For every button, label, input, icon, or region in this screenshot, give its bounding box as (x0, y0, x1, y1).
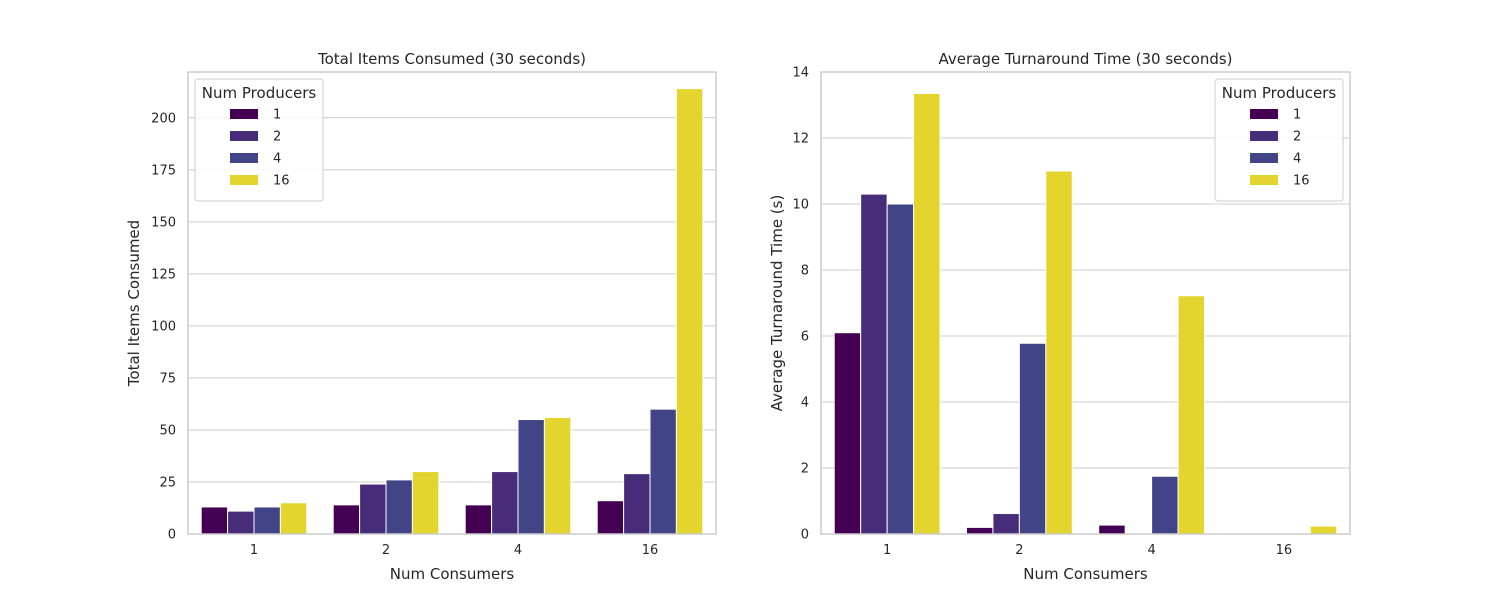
bar (517, 419, 545, 535)
legend-swatch (1250, 109, 1278, 119)
bar (913, 92, 941, 535)
bar (1151, 475, 1179, 535)
bar (1098, 524, 1126, 535)
y-tick-label: 12 (792, 132, 809, 147)
legend-label: 4 (1293, 152, 1301, 167)
x-tick-label: 4 (514, 543, 522, 558)
bar (411, 471, 440, 535)
x-tick-label: 1 (883, 543, 891, 558)
bar (649, 408, 677, 535)
bar (200, 506, 229, 535)
legend-box (194, 78, 324, 202)
legend-swatch (230, 175, 258, 185)
legend-swatch (230, 153, 258, 163)
legend-swatch (1250, 153, 1278, 163)
bar (332, 504, 361, 535)
bar (1177, 295, 1206, 535)
bar (227, 510, 255, 535)
x-axis-label: Num Consumers (390, 565, 515, 583)
legend: Num Producers 1 2 4 16 (1214, 78, 1344, 202)
y-tick-label: 6 (801, 330, 809, 345)
bar (1045, 170, 1073, 535)
bar (596, 500, 625, 535)
bar (253, 506, 281, 535)
legend-box (1214, 78, 1344, 202)
x-axis-label: Num Consumers (1023, 565, 1148, 583)
bar (992, 513, 1020, 535)
y-tick-label: 0 (168, 528, 176, 543)
legend-label: 1 (273, 108, 281, 123)
y-tick-label: 125 (151, 267, 176, 282)
legend-swatch (1250, 131, 1278, 141)
bar (860, 193, 888, 535)
y-tick-label: 175 (151, 163, 176, 178)
bar (623, 473, 651, 535)
legend-label: 4 (273, 152, 281, 167)
y-tick-label: 2 (801, 462, 809, 477)
y-tick-label: 75 (159, 371, 176, 386)
bar (543, 416, 572, 535)
y-tick-label: 14 (792, 66, 809, 81)
legend-title: Num Producers (202, 84, 317, 102)
bar (833, 332, 862, 535)
y-tick-label: 4 (801, 396, 809, 411)
legend-swatch (230, 109, 258, 119)
x-tick-label: 4 (1147, 543, 1155, 558)
bar (385, 479, 413, 535)
chart-title: Total Items Consumed (30 seconds) (317, 50, 586, 68)
y-tick-label: 150 (151, 215, 176, 230)
x-tick-label: 16 (642, 543, 659, 558)
bar (886, 203, 915, 535)
bar (1018, 342, 1047, 535)
y-axis-label: Average Turnaround Time (s) (768, 195, 786, 412)
legend-label: 1 (1293, 108, 1301, 123)
y-tick-label: 50 (159, 423, 176, 438)
legend: Num Producers 1 2 4 16 (194, 78, 324, 202)
axes-frame (820, 71, 1351, 535)
legend-swatch (1250, 175, 1278, 185)
bar (965, 526, 994, 535)
x-tick-label: 2 (382, 543, 390, 558)
legend-title: Num Producers (1222, 84, 1337, 102)
x-tick-label: 2 (1015, 543, 1023, 558)
chart-1: 0 25 50 75 100 125 150 175 200 1 2 4 16 Total Items C… (125, 50, 717, 583)
y-tick-label: 25 (159, 475, 176, 490)
bar (464, 504, 493, 535)
x-tick-label: 16 (1276, 543, 1293, 558)
bar (675, 88, 704, 535)
y-tick-label: 200 (151, 111, 176, 126)
y-tick-label: 0 (801, 528, 809, 543)
y-axis-label: Total Items Consumed (125, 220, 143, 387)
legend-label: 16 (1293, 174, 1310, 189)
legend-label: 16 (273, 174, 290, 189)
chart-title: Average Turnaround Time (30 seconds) (938, 50, 1232, 68)
legend-label: 2 (273, 130, 281, 145)
bar (491, 471, 519, 535)
bar (1309, 525, 1338, 535)
bar (279, 502, 308, 535)
y-tick-label: 10 (792, 198, 809, 213)
legend-label: 2 (1293, 130, 1301, 145)
bar (359, 483, 387, 535)
x-tick-label: 1 (250, 543, 258, 558)
y-tick-label: 8 (801, 264, 809, 279)
y-tick-label: 100 (151, 319, 176, 334)
axes-frame (187, 71, 717, 535)
legend-swatch (230, 131, 258, 141)
